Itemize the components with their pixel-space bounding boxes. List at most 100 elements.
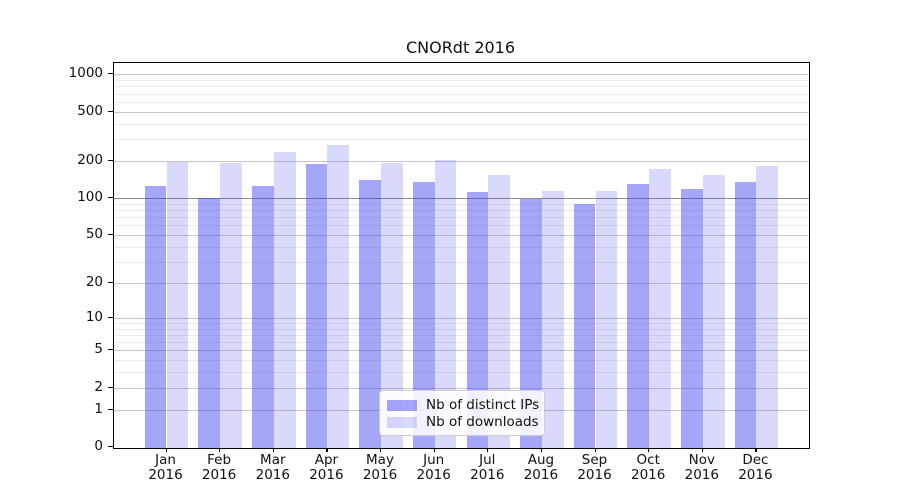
- y-tick-label: 100: [77, 189, 103, 205]
- bar-distinct_ips-apr: [305, 163, 328, 448]
- x-tick: [326, 448, 328, 452]
- bar-downloads-may: [381, 163, 403, 448]
- gridline-major: [114, 317, 809, 319]
- y-tick: [108, 316, 113, 318]
- gridline-major: [114, 282, 809, 284]
- y-tick: [108, 197, 113, 199]
- y-tick-label: 1: [94, 400, 103, 417]
- y-tick: [108, 281, 113, 283]
- gridline-minor: [114, 372, 809, 374]
- legend-item-downloads: Nb of downloads: [387, 414, 539, 430]
- x-tick-label: Dec 2016: [738, 452, 773, 483]
- x-tick-label: Mar 2016: [255, 452, 290, 483]
- x-tick-label: Aug 2016: [523, 452, 559, 483]
- x-tick: [648, 448, 650, 452]
- gridline-minor: [114, 93, 809, 95]
- gridline-minor: [114, 209, 809, 211]
- y-tick: [108, 386, 113, 388]
- x-tick: [594, 448, 596, 452]
- gridline-minor: [114, 360, 809, 362]
- bar-downloads-feb: [220, 163, 242, 448]
- gridline-major: [114, 198, 809, 199]
- gridline-minor: [114, 101, 809, 103]
- gridline-major: [114, 111, 809, 113]
- x-tick-label: Jul 2016: [470, 452, 505, 483]
- x-tick: [219, 448, 221, 452]
- bar-distinct_ips-nov: [681, 189, 703, 448]
- y-tick-label: 0: [94, 438, 103, 454]
- gridline-minor: [114, 86, 809, 88]
- gridline-major: [114, 234, 809, 236]
- bar-distinct_ips-oct: [627, 184, 650, 448]
- bar-downloads-jan: [166, 162, 189, 448]
- y-tick-label: 1000: [68, 65, 103, 82]
- legend-swatch-downloads: [387, 416, 417, 428]
- bar-downloads-jun: [434, 160, 457, 448]
- bar-distinct_ips-may: [359, 179, 381, 448]
- legend: Nb of distinct IPs Nb of downloads: [379, 390, 545, 436]
- x-tick: [487, 448, 489, 452]
- y-tick: [108, 233, 113, 236]
- y-tick-label: 50: [85, 225, 103, 242]
- bar-distinct_ips-aug: [520, 199, 542, 448]
- gridline-minor: [114, 139, 809, 141]
- x-tick: [272, 448, 274, 452]
- x-tick: [433, 448, 435, 452]
- gridline-minor: [114, 123, 809, 125]
- bar-distinct_ips-feb: [198, 198, 221, 448]
- x-tick-label: Oct 2016: [631, 452, 666, 483]
- bar-distinct_ips-jun: [412, 182, 435, 448]
- gridline-minor: [114, 80, 809, 81]
- gridline-minor: [114, 342, 809, 343]
- y-tick-label: 20: [85, 273, 103, 290]
- gridline-major: [114, 387, 809, 389]
- gridline-minor: [114, 225, 809, 227]
- y-tick: [108, 110, 113, 112]
- x-tick: [540, 448, 543, 452]
- gridline-minor: [114, 328, 809, 330]
- plot-area: [113, 62, 810, 449]
- x-tick-label: Sep 2016: [577, 452, 612, 483]
- gridline-minor: [114, 322, 809, 324]
- x-tick-label: Apr 2016: [309, 452, 344, 483]
- gridline-minor: [114, 217, 809, 218]
- bar-distinct_ips-jul: [466, 192, 489, 448]
- legend-item-distinct_ips: Nb of distinct IPs: [387, 397, 540, 413]
- gridline-minor: [114, 246, 809, 248]
- y-tick-label: 200: [77, 151, 103, 168]
- bar-downloads-mar: [273, 151, 296, 448]
- x-tick-label: Nov 2016: [684, 452, 719, 483]
- gridline-major: [114, 160, 809, 162]
- x-tick: [701, 448, 703, 452]
- bar-downloads-aug: [541, 191, 564, 448]
- y-tick: [108, 349, 113, 351]
- gridline-major: [114, 350, 809, 352]
- bar-distinct_ips-jan: [144, 186, 167, 448]
- bar-distinct_ips-sep: [573, 204, 596, 448]
- bar-downloads-nov: [702, 174, 725, 448]
- gridline-minor: [114, 203, 809, 205]
- gridline-minor: [114, 334, 809, 336]
- bar-downloads-apr: [327, 145, 350, 448]
- x-tick-label: Feb 2016: [201, 452, 237, 483]
- gridline-major: [114, 74, 809, 76]
- gridline-minor: [114, 261, 809, 263]
- y-tick-label: 500: [77, 102, 103, 119]
- y-tick: [108, 159, 113, 162]
- bar-downloads-jul: [488, 175, 511, 448]
- y-tick-label: 10: [85, 308, 103, 325]
- chart-title: CNORdt 2016: [405, 38, 516, 57]
- bar-distinct_ips-dec: [734, 182, 757, 448]
- x-tick: [165, 448, 167, 452]
- legend-label: Nb of distinct IPs: [426, 397, 540, 413]
- bar-downloads-sep: [595, 190, 618, 448]
- y-tick-label: 5: [94, 341, 103, 358]
- y-tick: [108, 446, 113, 448]
- legend-swatch-distinct_ips: [387, 399, 417, 411]
- x-tick-label: May 2016: [362, 452, 398, 483]
- bar-downloads-dec: [756, 166, 779, 448]
- x-tick: [380, 448, 382, 452]
- bar-downloads-oct: [649, 169, 671, 448]
- x-tick-label: Jun 2016: [416, 452, 451, 483]
